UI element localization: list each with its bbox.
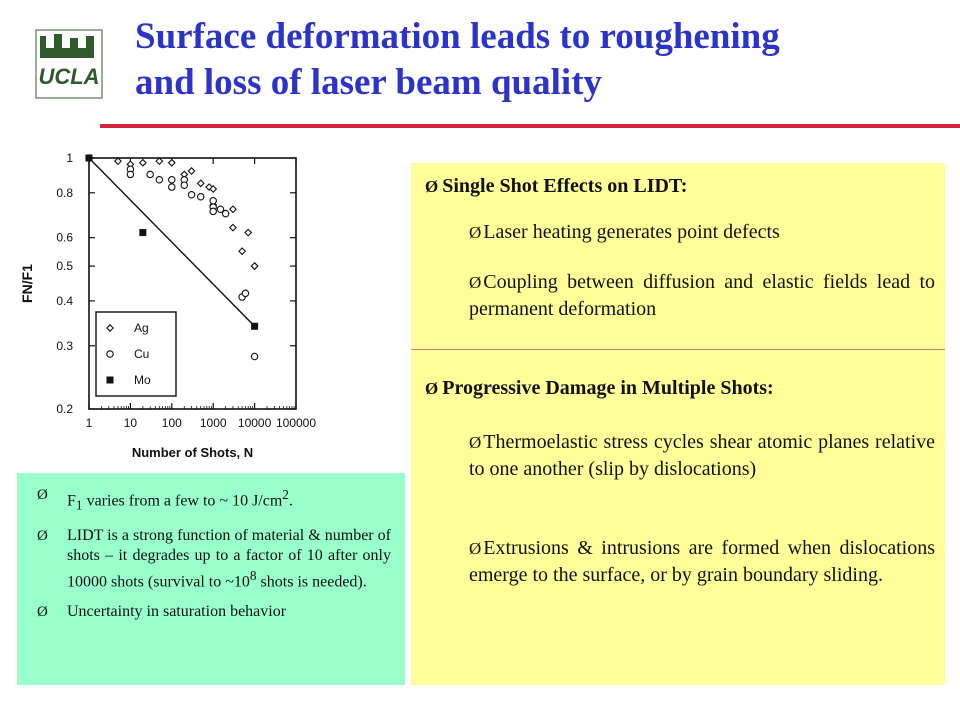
data-point-mo [85, 154, 93, 162]
section-heading-progressive: Ø Progressive Damage in Multiple Shots: [425, 377, 774, 399]
content-box: Ø Single Shot Effects on LIDT: Ø Laser hea… [411, 163, 945, 685]
data-point-mo [139, 229, 147, 237]
x-tick-label: 10 [124, 416, 138, 430]
arrow-bullet-icon: Ø [469, 223, 482, 242]
y-tick-label: 0.3 [56, 339, 73, 353]
data-point-cu [250, 352, 259, 361]
legend-label: Cu [134, 347, 149, 361]
plot-frame [88, 157, 297, 410]
data-point-ag [238, 247, 247, 256]
data-point-mo [251, 322, 259, 330]
data-point-ag [113, 157, 122, 166]
data-point-cu [168, 183, 176, 191]
data-point-cu [216, 205, 225, 213]
arrow-bullet-icon: Ø [37, 487, 48, 503]
note-item: Ø F1 varies from a few to ~ 10 J/cm2. [37, 487, 293, 513]
data-point-cu [146, 170, 154, 179]
data-point-ag [244, 228, 253, 237]
slide-title-line2: and loss of laser beam quality [135, 62, 603, 103]
arrow-bullet-icon: Ø [469, 273, 482, 292]
section-divider [411, 349, 945, 350]
y-tick-label: 1 [66, 151, 73, 165]
arrow-bullet-icon: Ø [469, 539, 482, 558]
data-point-ag [205, 183, 214, 192]
data-point-ag [228, 205, 237, 214]
data-point-cu [187, 191, 196, 199]
lidt-chart: 1 10 100 1000 10000 100000 1 0.8 0.6 0.5 0.4 0.3 0.2… [19, 151, 316, 460]
arrow-bullet-icon: Ø [37, 603, 48, 620]
y-tick-label: 0.8 [56, 186, 73, 200]
data-point-cu [180, 181, 189, 189]
bullet-item: Ø Laser heating generates point defects [469, 221, 780, 243]
data-point-ag [196, 179, 205, 188]
x-axis-label: Number of Shots, N [132, 445, 253, 460]
legend-marker [106, 350, 114, 358]
data-point-ag [209, 184, 218, 193]
data-point-cu [209, 197, 217, 205]
legend-marker [106, 376, 114, 384]
title-divider [100, 124, 960, 128]
data-point-cu [196, 192, 205, 201]
note-item: Ø LIDT is a strong function of material … [37, 526, 391, 590]
arrow-bullet-icon: Ø [425, 177, 439, 196]
data-point-cu [155, 175, 164, 184]
y-tick-label: 0.4 [56, 294, 73, 308]
x-tick-label: 100 [162, 416, 182, 430]
data-point-cu [241, 289, 250, 298]
data-point-cu [168, 175, 176, 184]
x-tick-label: 1000 [200, 416, 227, 430]
data-point-cu [126, 170, 135, 179]
x-tick-label: 1 [86, 416, 93, 430]
data-point-cu [221, 209, 230, 218]
ucla-logo: UCLA [35, 29, 103, 99]
data-point-ag [167, 158, 176, 167]
logo-mark [40, 34, 94, 58]
bullet-item: Ø Extrusions & intrusions are formed when… [469, 537, 935, 586]
slide-title-line1: Surface deformation leads to roughening [135, 16, 780, 57]
y-tick-label: 0.2 [56, 402, 73, 416]
y-axis-label: FN/F1 [19, 264, 35, 303]
x-tick-label: 10000 [238, 416, 272, 430]
data-point-ag [155, 157, 164, 166]
y-tick-label: 0.5 [56, 259, 73, 273]
data-point-ag [187, 167, 196, 175]
data-point-ag [228, 223, 237, 232]
arrow-bullet-icon: Ø [37, 527, 48, 544]
notes-list: Ø F1 varies from a few to ~ 10 J/cm2. Ø … [37, 485, 391, 622]
arrow-bullet-icon: Ø [425, 379, 439, 398]
slide-title: Surface deformation leads to roughening … [135, 14, 935, 106]
data-point-ag [250, 262, 259, 271]
bullet-item: Ø Thermoelastic stress cycles shear atomi… [469, 431, 935, 480]
data-point-ag [138, 158, 147, 167]
legend-marker [106, 324, 114, 332]
bullet-item: Ø Coupling between diffusion and elastic … [469, 271, 935, 320]
notes-box: Ø F1 varies from a few to ~ 10 J/cm2. Ø … [17, 473, 405, 685]
data-point-cu [209, 207, 217, 216]
logo-text: UCLA [38, 64, 99, 89]
x-tick-label: 100000 [276, 416, 316, 430]
legend-label: Ag [134, 321, 149, 335]
fit-line [88, 157, 256, 327]
legend-label: Mo [134, 373, 151, 387]
arrow-bullet-icon: Ø [469, 433, 482, 452]
y-tick-label: 0.6 [56, 231, 73, 245]
section-heading-single-shot: Ø Single Shot Effects on LIDT: [425, 175, 688, 197]
note-item: Ø Uncertainty in saturation behavior [37, 602, 287, 620]
